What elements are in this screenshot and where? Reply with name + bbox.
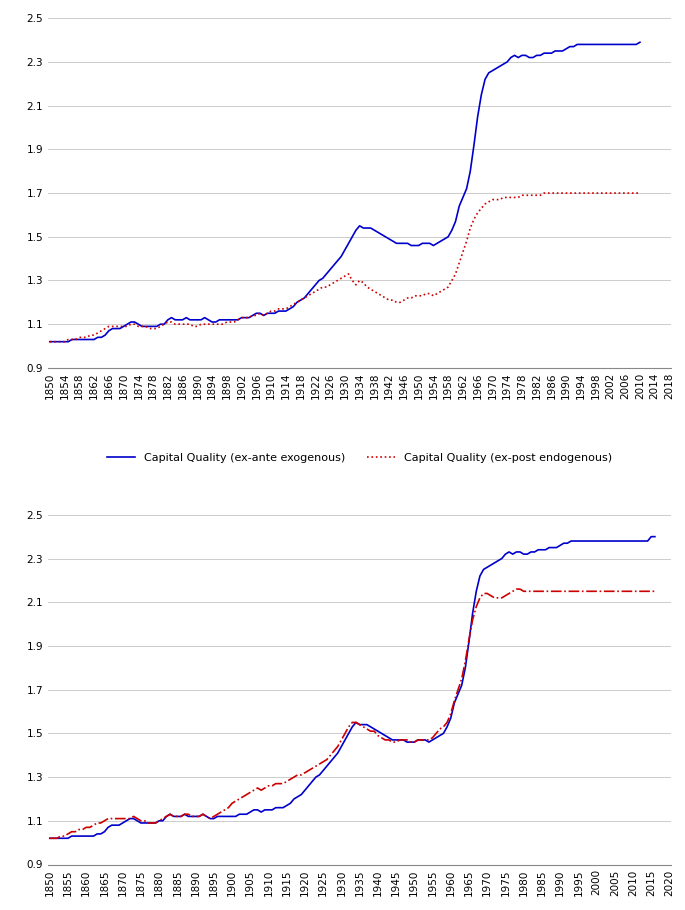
Legend: Capital Quality (ex-ante exogenous), Capital Quality (ex-post endogenous): Capital Quality (ex-ante exogenous), Cap… <box>103 449 616 467</box>
